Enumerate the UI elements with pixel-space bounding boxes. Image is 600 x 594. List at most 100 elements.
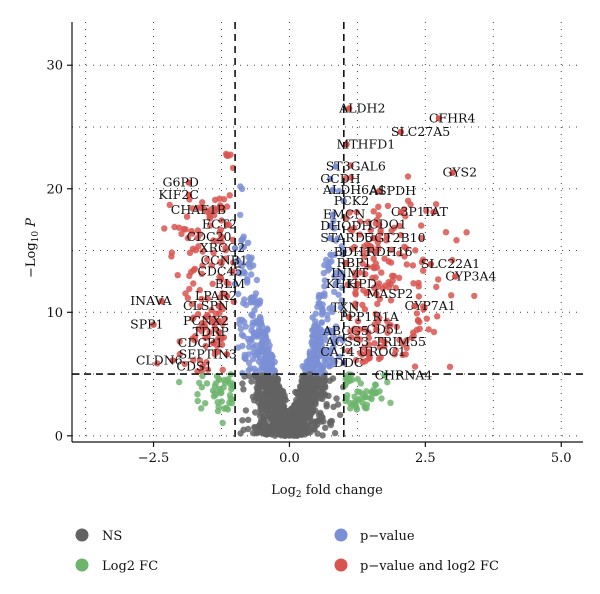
gene-label-8: ALDH6A1 (322, 182, 386, 197)
data-point-1813 (360, 325, 368, 333)
data-point-1848 (389, 272, 396, 279)
labeled-point-29 (337, 269, 345, 276)
y-tick-label-0: 0 (55, 429, 63, 444)
data-point-1789 (372, 260, 379, 267)
data-point-1969 (199, 199, 206, 206)
labeled-point-50 (365, 348, 372, 355)
legend-item-pvalue: p−value (334, 528, 415, 544)
gene-label-33: HPD (347, 276, 376, 291)
data-point-1323 (237, 325, 245, 333)
data-point-1972 (171, 223, 178, 231)
gene-label-4: ST3GAL6 (326, 159, 386, 174)
data-point-1514 (266, 342, 273, 349)
gene-label-40: PPP1R1A (339, 309, 400, 324)
data-point-1937 (208, 306, 215, 314)
data-point-598 (237, 211, 244, 219)
gene-label-44: CD5L (366, 322, 402, 337)
data-point-1831 (397, 231, 404, 239)
labeled-point-15 (430, 209, 437, 216)
gene-label-2: SLC27A5 (391, 124, 450, 139)
data-point-1973 (208, 262, 215, 269)
data-point-372 (239, 380, 246, 387)
data-point-2037 (387, 399, 394, 406)
data-point-636 (253, 430, 260, 437)
data-point-1729 (384, 202, 392, 210)
labeled-point-11 (340, 197, 347, 205)
gene-label-46: ACSS3 (325, 334, 369, 349)
legend-label-ns: NS (102, 529, 122, 544)
labeled-point-46 (332, 338, 339, 346)
y-axis-title: −Log10 P (24, 218, 41, 278)
labeled-point-8 (329, 186, 337, 194)
data-point-2087 (363, 401, 371, 408)
data-point-1876 (188, 300, 195, 308)
data-point-2086 (343, 379, 351, 386)
gene-label-27: SLC22A1 (421, 256, 480, 271)
labeled-point-37 (215, 302, 222, 310)
data-point-1420 (324, 311, 331, 318)
gene-label-52: CLDN6 (136, 353, 183, 368)
data-point-1798 (348, 227, 356, 235)
data-point-2062 (198, 405, 205, 412)
data-point-508 (250, 344, 257, 351)
gene-label-20: STARD5 (320, 230, 373, 245)
labeled-point-6 (327, 175, 334, 183)
data-point-1485 (319, 432, 326, 439)
data-point-1608 (300, 382, 307, 389)
gene-label-11: PCK2 (334, 193, 369, 208)
data-point-1846 (360, 243, 368, 250)
gene-label-3: MTHFD1 (337, 136, 396, 151)
labeled-point-43 (329, 327, 337, 334)
data-point-1923 (204, 366, 212, 373)
data-point-1770 (393, 323, 400, 331)
data-point-338 (314, 430, 321, 437)
data-point-1843 (388, 246, 395, 253)
data-point-1857 (449, 256, 456, 264)
gene-label-25: CCNB1 (201, 252, 248, 267)
data-point-1527 (240, 386, 247, 393)
data-point-1968 (218, 335, 225, 343)
data-point-1990 (192, 332, 199, 340)
data-point-1832 (376, 343, 384, 351)
data-point-1423 (256, 412, 264, 420)
data-point-1938 (203, 359, 210, 366)
data-point-1806 (412, 247, 419, 254)
data-point-1829 (414, 316, 422, 324)
data-point-1636 (321, 261, 328, 269)
data-point-2084 (373, 389, 380, 397)
data-point-1841 (365, 289, 372, 296)
data-point-1710 (423, 315, 430, 322)
data-point-1922 (198, 270, 205, 277)
labeled-point-48 (210, 340, 217, 347)
data-point-1713 (367, 227, 374, 234)
data-point-1453 (248, 254, 255, 261)
data-point-1955 (223, 279, 230, 286)
data-point-514 (333, 395, 340, 402)
data-point-1411 (248, 311, 255, 318)
data-point-1933 (204, 295, 211, 302)
data-point-1745 (425, 326, 432, 333)
data-point-1573 (299, 428, 306, 435)
data-point-1779 (344, 347, 352, 355)
data-point-2080 (344, 392, 351, 399)
data-point-1591 (334, 401, 342, 408)
data-point-1756 (351, 243, 358, 251)
labeled-point-21 (370, 235, 377, 242)
data-point-1724 (375, 235, 382, 242)
labeled-point-0 (346, 105, 353, 112)
data-point-1666 (304, 397, 311, 404)
data-point-1684 (268, 415, 275, 422)
data-point-1978 (210, 315, 217, 323)
gene-label-45: TDRP (193, 324, 229, 339)
gene-label-24: RDH16 (366, 244, 412, 259)
labeled-point-54 (199, 363, 206, 370)
data-point-1863 (419, 303, 427, 310)
data-point-1124 (326, 265, 333, 272)
data-point-1945 (189, 205, 196, 212)
gene-label-1: CFHR4 (429, 110, 476, 125)
data-point-1615 (329, 308, 336, 315)
data-point-1265 (268, 395, 275, 402)
data-point-1895 (218, 238, 225, 246)
data-point-1814 (357, 218, 364, 225)
